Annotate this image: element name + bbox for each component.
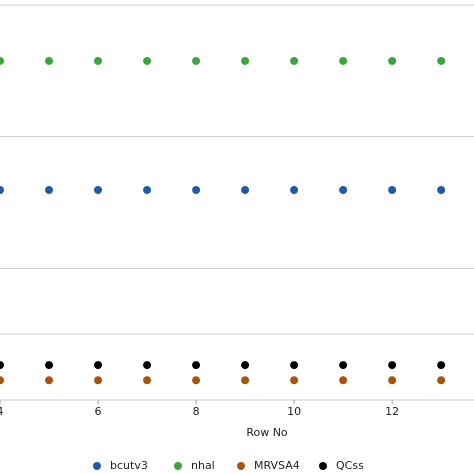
point (45, 56, 54, 65)
point (290, 56, 299, 65)
point (94, 56, 103, 65)
point (241, 376, 250, 385)
point (94, 376, 103, 385)
point (192, 361, 201, 370)
point (143, 56, 152, 65)
legend-label: nhal (191, 459, 215, 472)
point (290, 361, 299, 370)
point (437, 376, 446, 385)
point (143, 376, 152, 385)
x-axis-label: Row No (246, 426, 288, 439)
legend-label: QCss (336, 459, 364, 472)
point (388, 361, 397, 370)
point (339, 361, 348, 370)
point (0, 185, 4, 194)
point (437, 361, 446, 370)
point (241, 361, 250, 370)
legend-label: bcutv3 (110, 459, 148, 472)
point (45, 185, 54, 194)
x-tick-label: 8 (193, 405, 200, 418)
point (241, 56, 250, 65)
x-tick-label: 10 (287, 405, 301, 418)
legend-marker (174, 462, 182, 470)
point (339, 185, 348, 194)
point (94, 185, 103, 194)
legend-marker (93, 462, 101, 470)
x-tick-label: 4 (0, 405, 4, 418)
point (241, 185, 250, 194)
point (192, 56, 201, 65)
legend-marker (319, 462, 327, 470)
point (0, 361, 4, 370)
point (45, 361, 54, 370)
point (192, 376, 201, 385)
point (94, 361, 103, 370)
point (388, 56, 397, 65)
point (388, 376, 397, 385)
point (143, 361, 152, 370)
point (437, 185, 446, 194)
point (339, 56, 348, 65)
x-tick-label: 12 (385, 405, 399, 418)
point (339, 376, 348, 385)
legend-label: MRVSA4 (254, 459, 300, 472)
x-tick-label: 6 (95, 405, 102, 418)
point (0, 56, 4, 65)
point (437, 56, 446, 65)
point (45, 376, 54, 385)
legend-marker (237, 462, 245, 470)
point (143, 185, 152, 194)
point (192, 185, 201, 194)
point (0, 376, 4, 385)
point (290, 185, 299, 194)
point (290, 376, 299, 385)
point (388, 185, 397, 194)
